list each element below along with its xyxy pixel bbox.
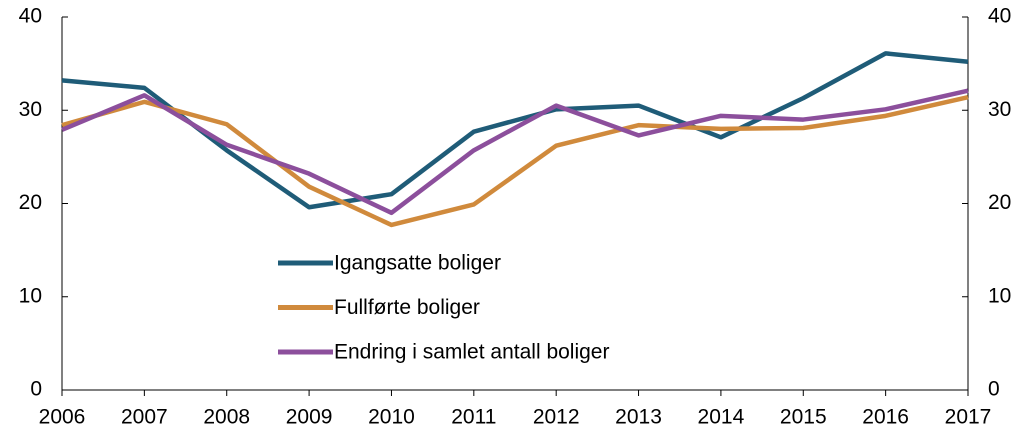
legend-label: Igangsatte boliger	[334, 252, 501, 275]
x-tick-label: 2009	[286, 406, 333, 429]
x-tick-label: 2011	[451, 406, 496, 429]
legend-label: Endring i samlet antall boliger	[334, 341, 609, 364]
x-tick-label: 2006	[39, 406, 86, 429]
series-line	[61, 88, 969, 216]
y-tick-label: 10	[19, 284, 42, 307]
x-tick-label: 2017	[945, 406, 992, 429]
y2-tick-label: 10	[988, 284, 1011, 307]
x-tick-label: 2014	[698, 406, 745, 429]
legend-label: Fullførte boliger	[334, 296, 480, 319]
x-tick-label: 2008	[203, 406, 250, 429]
y2-tick-label: 20	[988, 191, 1011, 214]
x-tick-label: 2013	[615, 406, 662, 429]
y-tick-label: 40	[19, 5, 42, 28]
y-tick-label: 0	[30, 378, 42, 401]
x-tick-label: 2012	[533, 406, 580, 429]
y2-tick-label: 0	[988, 378, 1000, 401]
y2-tick-label: 30	[988, 98, 1011, 121]
series-line	[61, 51, 969, 210]
y-tick-label: 30	[19, 98, 42, 121]
x-tick-label: 2016	[862, 406, 909, 429]
x-tick-label: 2015	[780, 406, 827, 429]
x-tick-label: 2010	[368, 406, 415, 429]
y2-tick-label: 40	[988, 5, 1011, 28]
x-tick-label: 2007	[121, 406, 168, 429]
series-line	[61, 95, 969, 228]
y-tick-label: 20	[19, 191, 42, 214]
